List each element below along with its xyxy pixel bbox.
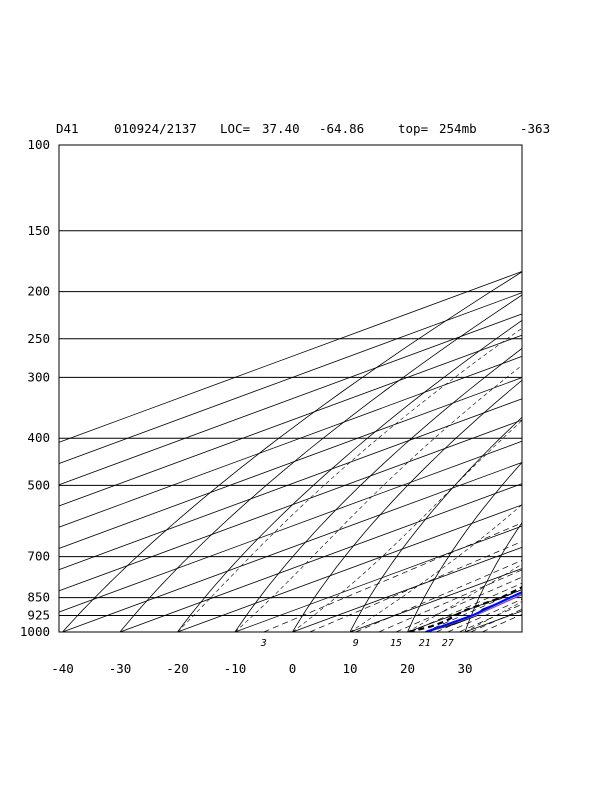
sounding-line xyxy=(425,592,522,632)
isotherm-line xyxy=(59,271,522,443)
isotherm-line xyxy=(59,377,522,549)
isotherm-line xyxy=(292,546,522,632)
dry-adiabat-line xyxy=(580,145,612,632)
header-station: D41 xyxy=(56,121,79,136)
isotherm-line xyxy=(464,610,522,632)
sounding-line xyxy=(425,592,522,632)
dry-adiabat-line xyxy=(177,319,522,632)
moist-adiabat-line xyxy=(407,563,522,632)
temperature-tick-label: 0 xyxy=(289,661,297,676)
isotherm-line xyxy=(59,398,522,571)
dry-adiabat-line xyxy=(407,461,522,632)
pressure-tick-label: 1000 xyxy=(20,624,50,639)
plot-frame xyxy=(58,144,523,633)
mixing-ratio-line xyxy=(263,522,522,632)
sounding-line xyxy=(408,585,522,632)
mixing-ratio-line xyxy=(424,589,522,632)
isotherm-line xyxy=(59,292,522,464)
header-top-value: 254mb xyxy=(439,121,477,136)
temperature-tick-label: 30 xyxy=(457,661,472,676)
pressure-tick-label: 200 xyxy=(27,284,50,299)
isotherm-line xyxy=(349,568,522,632)
moist-adiabat-line xyxy=(292,420,522,632)
moist-adiabat-line xyxy=(234,364,522,632)
pressure-tick-label: 250 xyxy=(27,331,50,346)
sounding-line xyxy=(425,591,522,632)
isotherm-line xyxy=(523,145,612,632)
isotherm-line xyxy=(59,355,522,528)
moist-adiabat-line xyxy=(523,292,612,632)
temperature-tick-label: -20 xyxy=(166,661,189,676)
moist-adiabat-line xyxy=(177,327,522,632)
temperature-tick-label: -10 xyxy=(224,661,247,676)
pressure-tick-label: 700 xyxy=(27,549,50,564)
dry-adiabat-line xyxy=(234,347,522,632)
mixing-ratio-line xyxy=(436,593,522,632)
mixing-ratio-label: 27 xyxy=(442,638,454,649)
mixing-ratio-line xyxy=(395,576,522,632)
pressure-tick-label: 850 xyxy=(27,590,50,605)
mixing-ratio-label: 9 xyxy=(353,638,359,649)
mixing-ratio-label: 15 xyxy=(390,638,402,649)
mixing-ratio-line xyxy=(482,613,522,632)
pressure-tick-label: 100 xyxy=(27,137,50,152)
mixing-ratio-line xyxy=(378,569,522,632)
mixing-ratio-label: 21 xyxy=(419,638,431,649)
pressure-tick-label: 500 xyxy=(27,477,50,492)
pressure-tick-label: 925 xyxy=(27,608,50,623)
pressure-tick-label: 300 xyxy=(27,369,50,384)
isotherm-line xyxy=(234,525,522,632)
sounding-line xyxy=(425,591,522,632)
header-datetime: 010924/2137 xyxy=(114,121,197,136)
pressure-tick-label: 400 xyxy=(27,430,50,445)
isotherm-line xyxy=(59,313,522,486)
isotherm-line xyxy=(119,483,522,632)
dry-adiabat-line xyxy=(464,521,522,632)
isotherm-line xyxy=(177,504,522,632)
sounding-series xyxy=(408,585,522,632)
header-top-label: top= xyxy=(398,121,428,136)
header-loc-label: LOC= xyxy=(220,121,250,136)
temperature-tick-label: 20 xyxy=(400,661,415,676)
dry-adiabat-line xyxy=(349,416,522,632)
dry-adiabat-line xyxy=(62,271,522,632)
moist-adiabat-line xyxy=(349,504,522,632)
sounding-line xyxy=(425,593,522,632)
mixing-ratio-line xyxy=(447,598,522,632)
isotherm-line xyxy=(59,419,522,592)
mixing-ratio-line xyxy=(355,559,522,632)
mixing-ratio-line xyxy=(410,582,522,632)
isotherm-line xyxy=(59,440,522,613)
header-extra: -363 xyxy=(520,121,550,136)
temperature-tick-label: 10 xyxy=(342,661,357,676)
header-lon: -64.86 xyxy=(319,121,364,136)
mixing-ratio-line xyxy=(309,541,522,632)
isotherm-line xyxy=(59,334,522,507)
mixing-ratio-labels: 3 9 15 21 27 xyxy=(260,638,454,649)
pressure-tick-label: 150 xyxy=(27,223,50,238)
temperature-axis: -40 -30 -20 -10 0 10 20 30 xyxy=(51,661,472,676)
temperature-tick-label: -40 xyxy=(51,661,74,676)
isotherm-line xyxy=(580,145,612,632)
isotherm-line xyxy=(407,589,522,632)
mixing-ratio-label: 3 xyxy=(260,638,267,649)
isotherm-line xyxy=(62,462,522,632)
dry-adiabat-line xyxy=(292,379,522,632)
background-lines xyxy=(59,145,612,632)
header-lat: 37.40 xyxy=(262,121,300,136)
dry-adiabat-line xyxy=(119,294,522,632)
temperature-tick-label: -30 xyxy=(109,661,132,676)
dry-adiabat-line xyxy=(523,145,612,632)
